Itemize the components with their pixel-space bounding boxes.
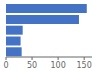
svg-text:100: 100 xyxy=(50,61,65,70)
svg-text:150: 150 xyxy=(77,61,92,70)
svg-text:0: 0 xyxy=(8,61,9,70)
svg-text:50: 50 xyxy=(27,61,37,70)
